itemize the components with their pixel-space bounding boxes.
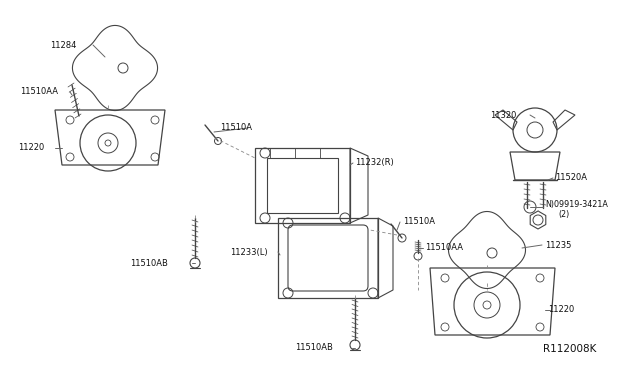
Text: 11510AB: 11510AB [130, 259, 168, 267]
Text: 11510AA: 11510AA [425, 244, 463, 253]
Text: 11510A: 11510A [403, 218, 435, 227]
Text: 11233(L): 11233(L) [230, 247, 268, 257]
Text: 11220: 11220 [18, 144, 44, 153]
Text: 11520A: 11520A [555, 173, 587, 183]
Text: 11284: 11284 [50, 41, 76, 49]
Text: 11232(R): 11232(R) [355, 158, 394, 167]
Text: 11220: 11220 [548, 305, 574, 314]
Text: 11320: 11320 [490, 110, 516, 119]
Text: 11510AA: 11510AA [20, 87, 58, 96]
Text: N)09919-3421A: N)09919-3421A [545, 201, 608, 209]
Text: R112008K: R112008K [543, 344, 596, 354]
Text: 11510AB: 11510AB [295, 343, 333, 353]
Text: 11510A: 11510A [220, 124, 252, 132]
Text: (2): (2) [558, 211, 569, 219]
Text: 11235: 11235 [545, 241, 572, 250]
